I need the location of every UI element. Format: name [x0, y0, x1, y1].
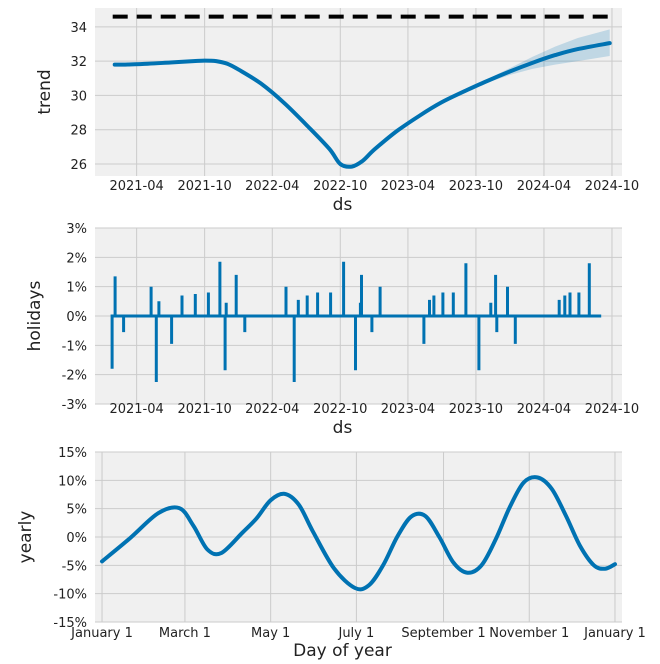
y-axis-label: trend — [35, 69, 55, 114]
panel-3: -15% -10% -5% 0% 5% 10% 15% January 1 March 1 May… — [16, 446, 646, 661]
y-tick-label: -10% — [53, 588, 87, 603]
x-tick-label: 2023-10 — [449, 402, 503, 417]
y-tick-label: 30 — [70, 89, 87, 104]
y-tick-label: 3% — [66, 222, 87, 237]
x-tick-label: 2023-10 — [449, 179, 503, 194]
y-tick-label: 15% — [58, 446, 87, 461]
trend-series-line — [112, 41, 612, 169]
x-tick-label: July 1 — [337, 626, 374, 641]
x-tick-label: January 1 — [583, 626, 646, 641]
x-tick-label: 2022-04 — [245, 402, 299, 417]
x-tick-label: January 1 — [70, 626, 133, 641]
x-tick-label: 2024-10 — [585, 179, 639, 194]
x-tick-label: 2021-04 — [109, 402, 163, 417]
x-tick-label: 2023-04 — [381, 179, 435, 194]
x-tick-label: 2021-10 — [177, 402, 231, 417]
y-tick-label: 5% — [66, 503, 87, 518]
y-tick-label: 0% — [66, 310, 87, 325]
yearly-series-line — [100, 475, 617, 592]
y-tick-label: 10% — [58, 474, 87, 489]
holidays-series-line — [110, 261, 602, 382]
plot-area — [95, 8, 622, 176]
y-tick-label: 32 — [70, 55, 87, 70]
x-tick-label: March 1 — [159, 626, 211, 641]
x-tick-label: 2021-04 — [109, 179, 163, 194]
y-tick-label: 2% — [66, 251, 87, 266]
x-tick-label: 2022-10 — [313, 402, 367, 417]
y-tick-label: -2% — [62, 369, 87, 384]
x-tick-label: 2024-04 — [517, 402, 571, 417]
y-tick-label: 0% — [66, 531, 87, 546]
x-axis-label: ds — [333, 418, 353, 438]
x-axis-label: ds — [333, 195, 353, 215]
y-tick-label: -3% — [62, 398, 87, 413]
y-tick-label: 1% — [66, 281, 87, 296]
y-tick-label: 34 — [70, 21, 87, 36]
x-tick-label: 2022-10 — [313, 179, 367, 194]
y-tick-label: -15% — [53, 616, 87, 631]
y-tick-label: 26 — [70, 158, 87, 173]
y-tick-label: -5% — [62, 559, 87, 574]
x-tick-label: 2024-04 — [517, 179, 571, 194]
x-tick-label: November 1 — [489, 626, 569, 641]
x-tick-label: 2021-10 — [177, 179, 231, 194]
x-tick-label: 2024-10 — [585, 402, 639, 417]
x-tick-label: May 1 — [251, 626, 290, 641]
y-axis-label: yearly — [16, 511, 36, 564]
x-tick-label: 2022-04 — [245, 179, 299, 194]
panel-2: -3% -2% -1% 0% 1% 2% 3% 2021-04 2021-10 2022-04 20… — [25, 222, 639, 438]
y-tick-label: 28 — [70, 124, 87, 139]
panel-1: 26 28 30 32 34 2021-04 2021-10 2022-04 2022-10 20… — [35, 8, 639, 215]
y-tick-label: -1% — [62, 339, 87, 354]
x-tick-label: 2023-04 — [381, 402, 435, 417]
y-axis-label: holidays — [25, 280, 45, 351]
x-tick-label: September 1 — [401, 626, 485, 641]
x-axis-label: Day of year — [293, 641, 392, 661]
